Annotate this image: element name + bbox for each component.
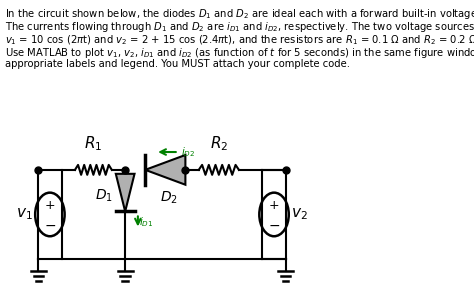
Text: $v_1$: $v_1$ xyxy=(16,207,33,222)
Text: $D_1$: $D_1$ xyxy=(95,188,113,204)
Text: +: + xyxy=(269,199,279,212)
Text: Use MATLAB to plot $v_1$, $v_2$, $i_{D1}$ and $i_{D2}$ (as function of $t$ for 5: Use MATLAB to plot $v_1$, $v_2$, $i_{D1}… xyxy=(5,46,474,60)
Text: $R_1$: $R_1$ xyxy=(84,134,102,153)
Text: $R_2$: $R_2$ xyxy=(210,134,228,153)
Text: $-$: $-$ xyxy=(268,217,280,231)
Polygon shape xyxy=(145,155,185,185)
Text: $-$: $-$ xyxy=(44,217,56,231)
Text: In the circuit shown below, the diodes $D_1$ and $D_2$ are ideal each with a for: In the circuit shown below, the diodes $… xyxy=(5,7,474,21)
Polygon shape xyxy=(116,174,135,212)
Text: $i_{D2}$: $i_{D2}$ xyxy=(181,145,195,159)
Text: appropriate labels and legend. You MUST attach your complete code.: appropriate labels and legend. You MUST … xyxy=(5,59,350,69)
Text: $D_2$: $D_2$ xyxy=(160,190,178,206)
Text: $v_2$: $v_2$ xyxy=(291,207,308,222)
Text: $i_{D1}$: $i_{D1}$ xyxy=(139,216,154,229)
Text: $v_1$ = 10 cos (2$\pi$t) and $v_2$ = 2 + 15 cos (2.4$\pi$t), and the resistors a: $v_1$ = 10 cos (2$\pi$t) and $v_2$ = 2 +… xyxy=(5,33,474,47)
Text: The currents flowing through $D_1$ and $D_2$ are $i_{D1}$ and $i_{D2}$, respecti: The currents flowing through $D_1$ and $… xyxy=(5,20,474,34)
Text: +: + xyxy=(45,199,55,212)
